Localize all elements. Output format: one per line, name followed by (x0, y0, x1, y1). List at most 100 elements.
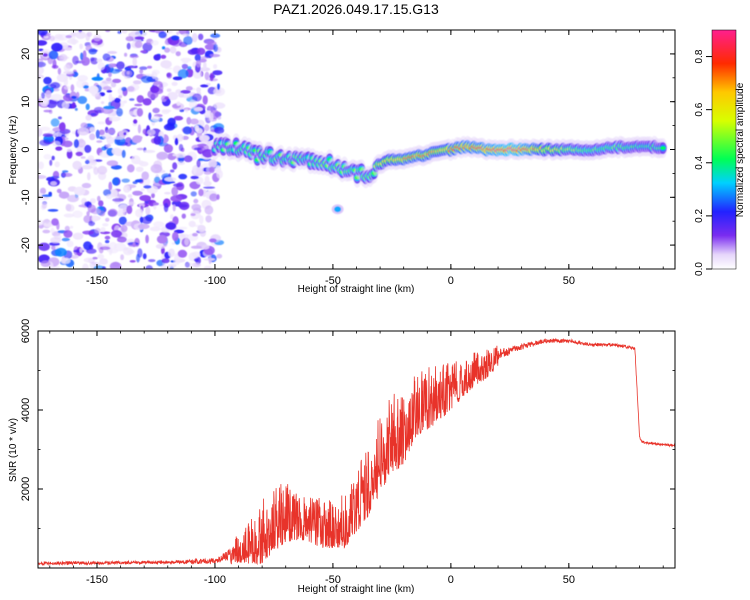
spectrogram-y-tick-label: 10 (20, 96, 32, 108)
spectrogram-noise-cell (143, 149, 156, 153)
spectrogram-noise-cell (127, 164, 135, 173)
spectrogram-noise-cell (169, 46, 177, 54)
spectrogram-noise-cell (105, 30, 111, 33)
spectrogram-noise-cell (111, 230, 123, 238)
spectrogram-noise-cell (83, 215, 92, 224)
spectrogram-noise-cell (89, 198, 96, 204)
snr-y-tick-label: 4000 (20, 398, 32, 422)
spectrogram-noise-cell (150, 40, 159, 46)
spectrogram-noise-cell (197, 224, 206, 232)
spectrogram-noise-cell (112, 78, 122, 84)
colorbar-label: Normalized spectral amplitude (735, 82, 746, 217)
spectrogram-noise-cell (151, 71, 158, 79)
spectrogram-noise-cell (38, 61, 46, 68)
spectrogram-noise-cell (175, 89, 182, 94)
spectrogram-y-tick-label: -10 (20, 189, 32, 205)
spectrogram-noise-cell (101, 80, 114, 84)
spectrogram-x-tick-label: 50 (563, 275, 575, 287)
spectrogram-noise-cell (196, 47, 206, 56)
spectrogram-noise-cell (204, 71, 210, 81)
spectrogram-noise-cell (150, 164, 163, 174)
spectrogram-noise-cell (108, 116, 113, 122)
spectrogram-noise-cell (156, 151, 169, 160)
spectrogram-noise-cell (87, 155, 94, 161)
spectrogram-noise-cell (82, 85, 89, 89)
spectrogram-noise-cell (203, 180, 212, 187)
spectrogram-x-tick-label: -100 (204, 275, 226, 287)
spectrogram-noise-cell (208, 159, 217, 169)
spectrogram-noise-cell (172, 162, 178, 170)
spectrogram-noise-cell (72, 160, 82, 170)
spectrogram-noise-cell (45, 218, 50, 224)
spectrogram-noise-cell (38, 30, 48, 36)
snr-y-tick-label: 2000 (20, 477, 32, 501)
spectrogram-noise-cell (38, 197, 50, 200)
spectrogram-noise-cell (185, 86, 193, 91)
spectrogram-noise-cell (167, 91, 179, 101)
spectrogram-noise-cell (192, 93, 202, 102)
spectrogram-noise-cell (108, 93, 113, 103)
spectrogram-noise-cell (127, 201, 136, 205)
spectrogram-noise-cell (126, 42, 131, 50)
spectrogram-noise-cell (45, 90, 52, 99)
spectrogram-noise-cell (48, 50, 59, 60)
spectrogram-noise-cell (205, 215, 212, 223)
spectrogram-noise-cell (135, 166, 144, 172)
colorbar-tick-label: 0.2 (694, 209, 705, 223)
spectrogram-noise-cell (195, 60, 201, 68)
spectrogram-noise-cell (58, 191, 70, 199)
spectrogram-noise-cell (172, 231, 179, 242)
spectrogram-noise-cell (204, 175, 210, 183)
spectrogram-noise-cell (164, 47, 171, 53)
spectrogram-noise-cell (141, 171, 149, 180)
spectrogram-noise-cell (124, 52, 128, 57)
spectrogram-noise-cell (139, 66, 148, 70)
spectrogram-noise-cell (156, 235, 168, 244)
spectrogram-x-axis-label: Height of straight line (km) (298, 284, 415, 295)
spectrogram-noise-cell (204, 124, 210, 132)
spectrogram-noise-cell (108, 247, 113, 256)
spectrogram-noise-cell (56, 73, 68, 83)
spectrogram-noise-cell (163, 202, 169, 213)
spectrogram-noise-cell (109, 68, 121, 74)
spectrogram-noise-cell (56, 188, 62, 194)
spectrogram-noise-cell (163, 242, 168, 247)
spectrogram-noise-cell (54, 247, 67, 257)
spectrogram-noise-cell (185, 108, 189, 113)
colorbar-tick-label: 0.4 (694, 155, 705, 169)
spectrogram-noise-cell (140, 50, 147, 53)
spectrogram-noise-cell (73, 139, 80, 149)
spectrogram-noise-cell (113, 136, 125, 140)
spectrogram-noise-cell (174, 137, 179, 146)
spectrogram-noise-cell (176, 101, 181, 106)
spectrogram-noise-cell (183, 35, 193, 45)
spectrogram-noise-cell (63, 70, 74, 75)
spectrogram-noise-cell (210, 33, 221, 38)
spectrogram-noise-cell (102, 223, 109, 227)
spectrogram-noise-cell (191, 251, 201, 258)
spectrogram-noise-cell (163, 144, 173, 153)
spectrogram-noise-cell (99, 246, 111, 250)
spectrogram-noise-cell (129, 54, 139, 59)
spectrogram-noise-cell (209, 166, 215, 173)
spectrogram-noise-cell (47, 209, 59, 212)
spectrogram-noise-cell (81, 182, 92, 189)
spectrogram-noise-cell (123, 185, 131, 193)
spectrogram-y-axis-label: Frequency (Hz) (8, 116, 19, 185)
spectrogram-noise-cell (208, 256, 212, 265)
spectrogram-noise-cell (118, 204, 129, 213)
spectrogram-noise-cell (52, 88, 60, 92)
spectrogram-noise-cell (100, 227, 106, 233)
spectrogram-noise-cell (182, 60, 189, 64)
spectrogram-noise-cell (125, 221, 136, 227)
spectrogram-noise-cell (214, 126, 225, 134)
spectrogram-noise-cell (57, 116, 62, 120)
spectrogram-noise-cell (55, 146, 63, 151)
spectrogram-noise-cell (86, 211, 90, 216)
spectrogram-noise-cell (88, 85, 99, 95)
spectrogram-noise-cell (178, 226, 188, 230)
spectrogram-noise-cell (134, 40, 143, 49)
spectrogram-noise-cell (51, 42, 63, 52)
spectrogram-noise-cell (102, 53, 111, 61)
